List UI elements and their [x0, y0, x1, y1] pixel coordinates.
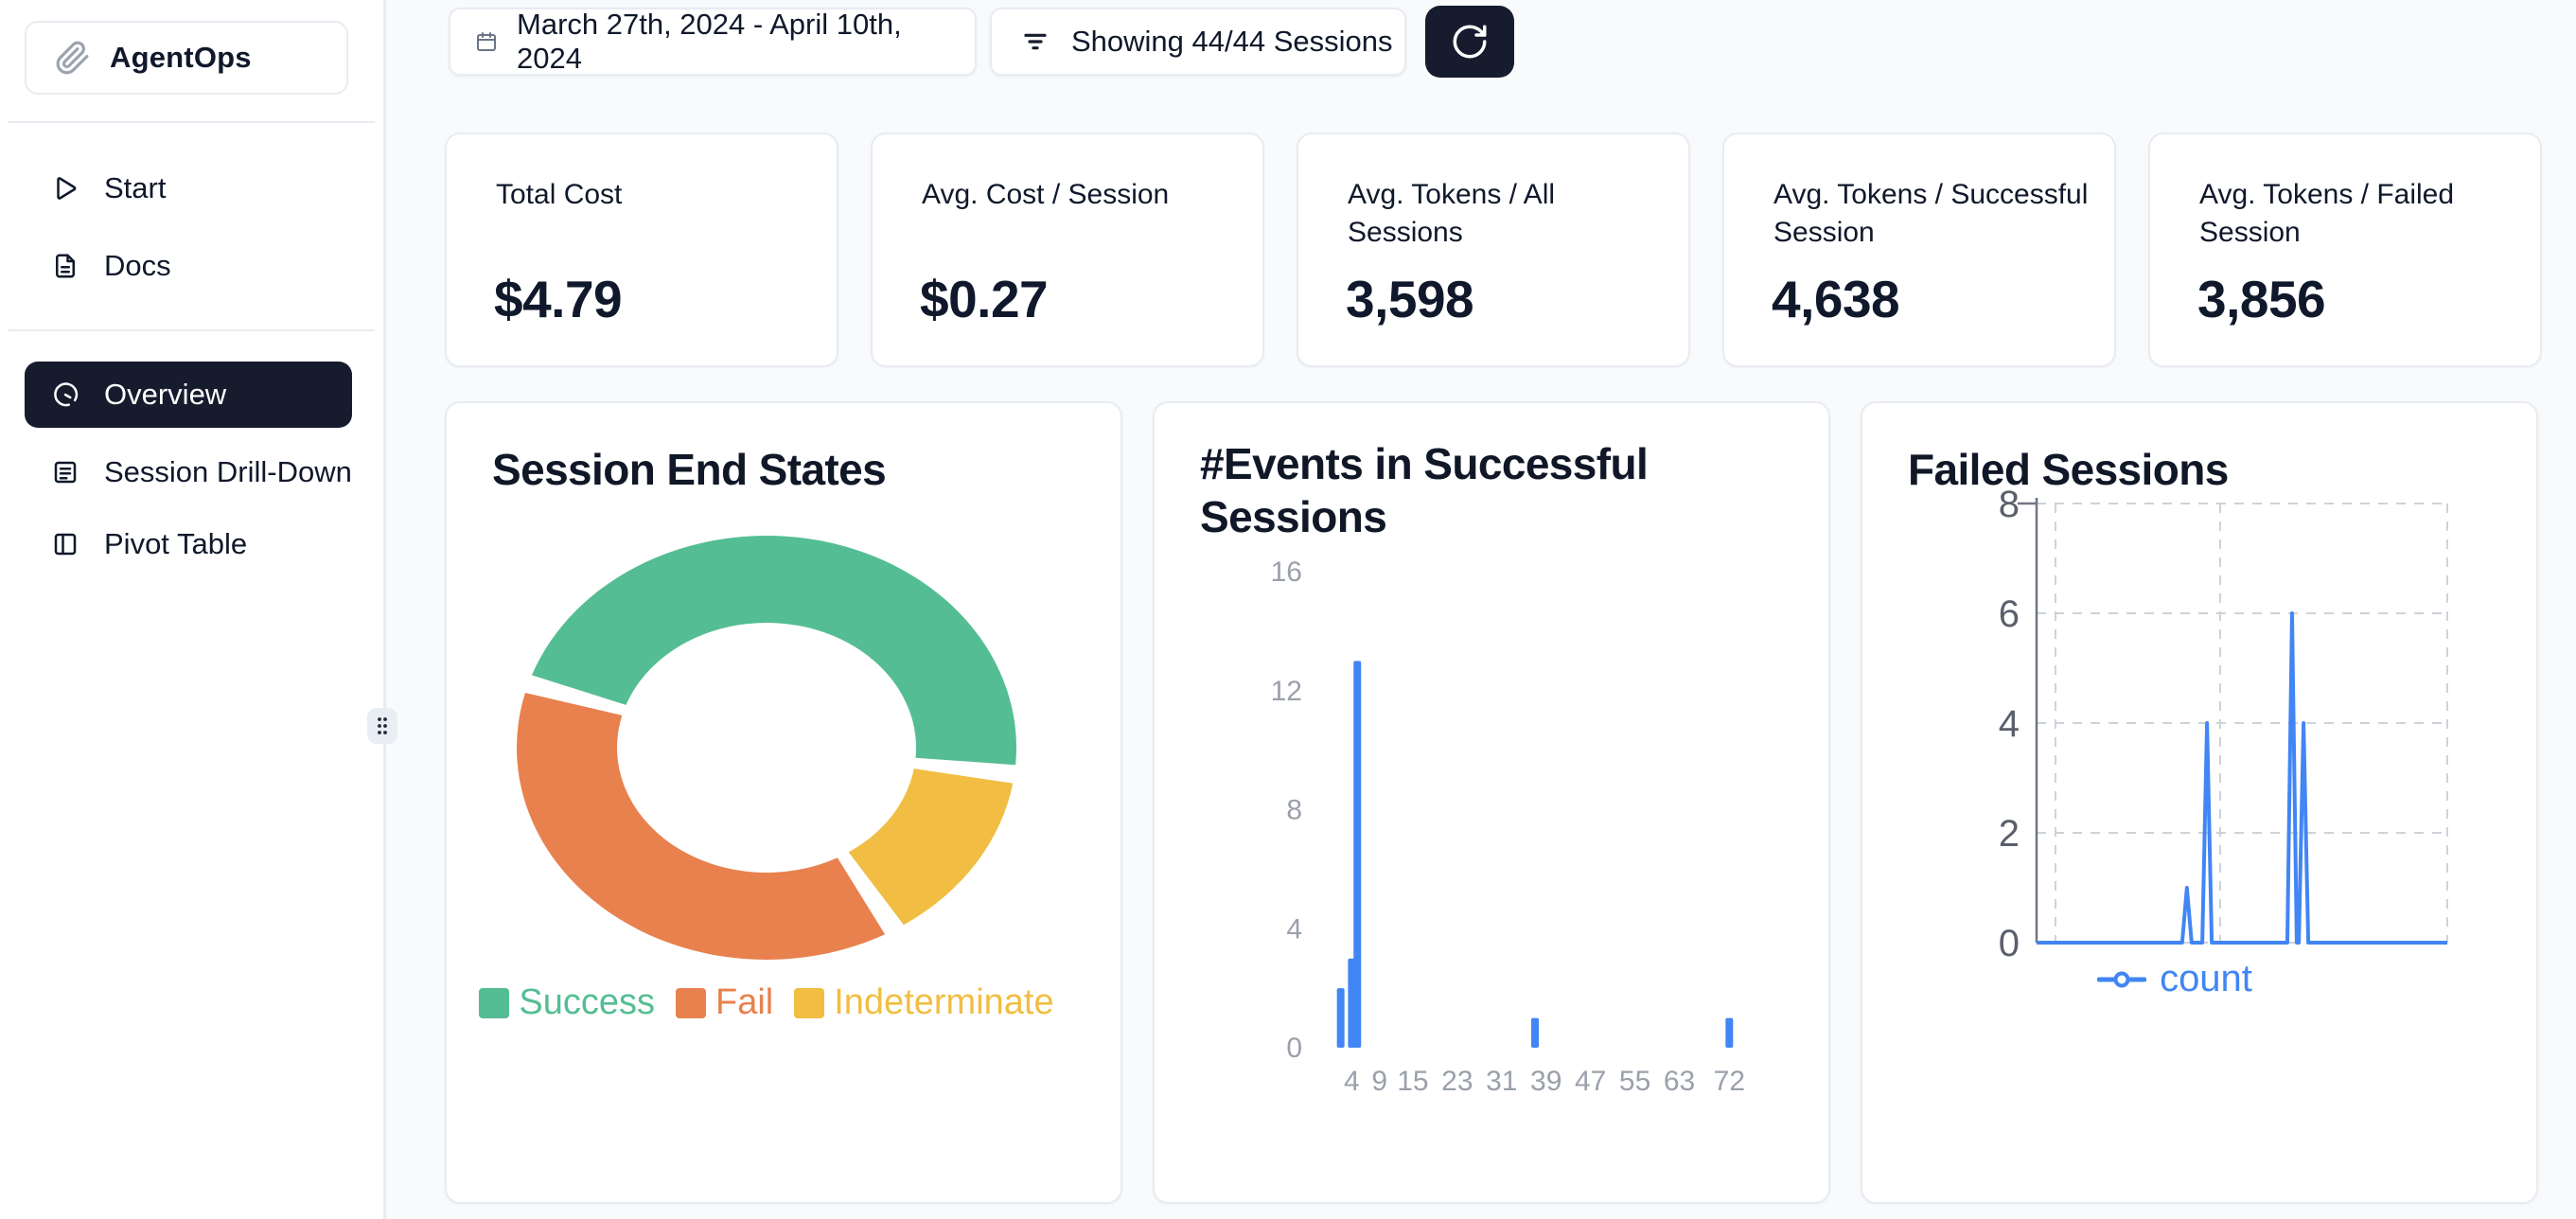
stat-label: Avg. Cost / Session: [922, 179, 1170, 210]
date-range-label: March 27th, 2024 - April 10th, 2024: [517, 8, 902, 75]
stat-card-avg-tokens-failed: Avg. Tokens / Failed Session 3,856: [2148, 132, 2542, 367]
events-histogram-card: #Events in Successful Sessions 0 4 8 12 16 4 9…: [1153, 401, 1830, 1204]
sidebar-item-docs[interactable]: Docs: [25, 235, 352, 297]
grip-dots-icon: [378, 717, 387, 734]
stat-card-avg-tokens-successful: Avg. Tokens / Successful Session 4,638: [1722, 132, 2116, 367]
x-tick-label: 9: [1371, 1066, 1387, 1097]
stat-value: $4.79: [494, 270, 623, 328]
y-tick-label: 0: [1286, 1033, 1302, 1064]
logo[interactable]: AgentOps: [25, 21, 348, 95]
stat-card-avg-cost-session: Avg. Cost / Session $0.27: [871, 132, 1264, 367]
sidebar: AgentOps Start Docs Overview Session Dri…: [0, 0, 386, 1219]
stat-value: 4,638: [1772, 270, 1900, 328]
filter-icon: [1024, 33, 1047, 50]
legend-label: Success: [519, 982, 655, 1022]
y-tick-label: 8: [1286, 795, 1302, 826]
y-tick-label: 12: [1271, 676, 1302, 707]
sidebar-item-session-drill-down[interactable]: Session Drill-Down: [25, 441, 352, 504]
legend-label: Indeterminate: [834, 982, 1054, 1022]
failed-sessions-line-chart[interactable]: 0 2 4 6 8: [1862, 403, 2540, 1206]
histogram-bar[interactable]: [1725, 1017, 1734, 1048]
x-tick-label: 31: [1486, 1066, 1517, 1097]
stat-label: Avg. Tokens / Failed Session: [2199, 179, 2455, 248]
calendar-icon: [477, 32, 496, 51]
sidebar-item-start[interactable]: Start: [25, 157, 352, 220]
y-tick-label: 4: [1999, 703, 2020, 745]
sidebar-divider-middle: [8, 329, 375, 331]
legend-label: Fail: [715, 982, 774, 1022]
gauge-icon: [54, 382, 79, 407]
legend-swatch-indeterminate: [794, 987, 825, 1018]
legend-item-fail[interactable]: Fail: [676, 982, 773, 1023]
paperclip-icon: [56, 41, 89, 75]
refresh-icon: [1453, 25, 1487, 59]
donut-legend: Success Fail Indeterminate: [447, 982, 1086, 1023]
sidebar-item-label: Start: [104, 171, 167, 204]
session-drilldown-icon: [54, 461, 77, 484]
stat-value: $0.27: [920, 270, 1049, 328]
histogram-bar[interactable]: [1531, 1017, 1539, 1048]
refresh-button[interactable]: [1425, 6, 1514, 78]
y-tick-label: 2: [1999, 813, 2020, 855]
donut-segment-fail[interactable]: [517, 693, 886, 961]
stat-card-avg-tokens-all: Avg. Tokens / All Sessions 3,598: [1297, 132, 1690, 367]
x-tick-label: 63: [1664, 1066, 1695, 1097]
x-tick-label: 4: [1344, 1066, 1360, 1097]
y-tick-label: 6: [1999, 593, 2020, 635]
legend-item-indeterminate[interactable]: Indeterminate: [794, 982, 1054, 1023]
failed-sessions-card: Failed Sessions 0 2 4 6 8 count: [1861, 401, 2538, 1204]
y-tick-label: 4: [1286, 913, 1302, 945]
session-end-states-donut-chart[interactable]: [447, 403, 1124, 1206]
legend-label-count: count: [2160, 958, 2252, 999]
count-series-line[interactable]: [2037, 611, 2447, 945]
docs-icon: [56, 254, 75, 278]
y-tick-label: 16: [1271, 556, 1302, 588]
x-tick-label: 47: [1575, 1066, 1606, 1097]
chart-title: Session End States: [492, 445, 887, 494]
sidebar-resize-handle[interactable]: [367, 708, 397, 744]
y-tick-label: 8: [1999, 484, 2020, 525]
x-tick-label: 55: [1619, 1066, 1650, 1097]
x-tick-label: 39: [1530, 1066, 1561, 1097]
stat-label: Avg. Tokens / Successful Session: [1773, 179, 2089, 248]
x-tick-label: 72: [1714, 1066, 1745, 1097]
legend-marker-icon: [2097, 971, 2147, 987]
sidebar-item-label: Session Drill-Down: [104, 455, 352, 488]
x-tick-label: 15: [1397, 1066, 1428, 1097]
stat-value: 3,856: [2197, 270, 2326, 328]
chart-title: Failed Sessions: [1908, 445, 2229, 494]
legend-swatch-fail: [676, 987, 706, 1018]
line-chart-legend[interactable]: count: [1862, 958, 2487, 1000]
stat-label: Total Cost: [496, 179, 623, 210]
chart-title: #Events in Successful Sessions: [1200, 439, 1649, 541]
date-range-button[interactable]: March 27th, 2024 - April 10th, 2024: [449, 8, 977, 76]
stat-label: Avg. Tokens / All Sessions: [1348, 179, 1556, 248]
sidebar-item-label: Pivot Table: [104, 527, 248, 560]
sidebar-divider-top: [8, 121, 375, 123]
sidebar-item-overview[interactable]: Overview: [25, 362, 352, 428]
play-icon: [57, 177, 77, 200]
histogram-bar[interactable]: [1353, 661, 1362, 1048]
histogram-bar[interactable]: [1336, 988, 1345, 1048]
y-tick-label: 0: [1999, 923, 2020, 964]
pivot-table-icon: [54, 533, 77, 556]
stat-value: 3,598: [1346, 270, 1474, 328]
sessions-filter-button[interactable]: Showing 44/44 Sessions: [990, 8, 1406, 76]
donut-segment-success[interactable]: [531, 535, 1016, 766]
sidebar-item-label: Docs: [104, 249, 171, 282]
sidebar-item-label: Overview: [104, 378, 227, 411]
app-name: AgentOps: [110, 41, 252, 74]
legend-swatch-success: [479, 987, 510, 1018]
sidebar-item-pivot-table[interactable]: Pivot Table: [25, 513, 352, 575]
sessions-filter-label: Showing 44/44 Sessions: [1071, 25, 1393, 58]
x-tick-label: 23: [1441, 1066, 1473, 1097]
legend-item-success[interactable]: Success: [479, 982, 655, 1023]
donut-segment-indeterminate[interactable]: [848, 768, 1014, 926]
session-end-states-card: Session End States Success Fail Indetermin…: [445, 401, 1122, 1204]
stat-card-total-cost: Total Cost $4.79: [445, 132, 838, 367]
